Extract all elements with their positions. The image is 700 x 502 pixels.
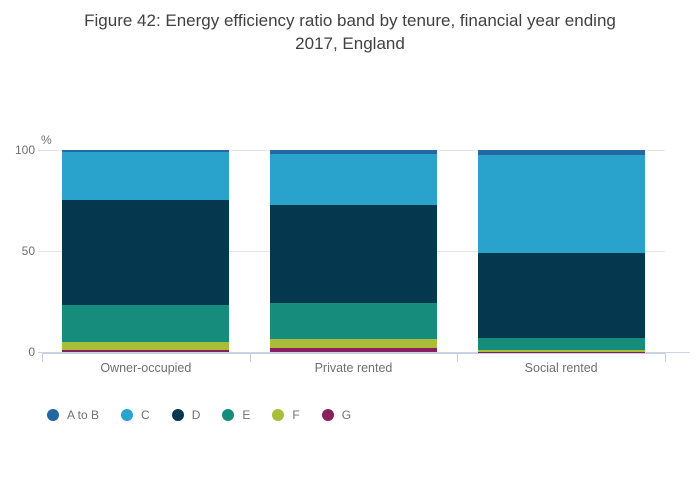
chart-title: Figure 42: Energy efficiency ratio band … — [0, 9, 700, 55]
legend: A to B C D E F G — [47, 408, 351, 422]
bar-segment-private-rented-e[interactable] — [270, 302, 437, 339]
x-axis-tick-0 — [42, 353, 43, 362]
legend-item-d[interactable]: D — [171, 408, 201, 422]
y-tick-label-100: 100 — [14, 143, 35, 157]
bar-segment-private-rented-d[interactable] — [270, 205, 437, 303]
y-axis-unit-label: % — [41, 133, 52, 147]
y-tick-label-0: 0 — [28, 345, 35, 359]
legend-swatch-f-icon — [272, 409, 285, 421]
bar-segment-social-rented-e[interactable] — [477, 338, 645, 351]
legend-swatch-e-icon — [222, 409, 235, 421]
bar-segment-private-rented-g[interactable] — [270, 347, 437, 352]
legend-label-e: E — [242, 408, 251, 422]
bar-segment-social-rented-a-to-b[interactable] — [477, 150, 645, 156]
bar-segment-private-rented-c[interactable] — [270, 154, 437, 206]
bar-segment-owner-occupied-g[interactable] — [62, 349, 230, 352]
bar-owner-occupied[interactable] — [62, 150, 230, 352]
bar-segment-private-rented-f[interactable] — [270, 338, 437, 348]
x-axis-tick-2 — [457, 353, 459, 362]
category-label-private-rented: Private rented — [314, 361, 393, 375]
legend-swatch-g-icon — [321, 409, 334, 421]
legend-item-g[interactable]: G — [321, 408, 352, 422]
category-label-social-rented: Social rented — [524, 361, 598, 375]
legend-swatch-d-icon — [171, 409, 184, 421]
legend-label-a-to-b: A to B — [67, 408, 100, 422]
bar-segment-owner-occupied-c[interactable] — [62, 152, 230, 201]
legend-label-c: C — [141, 408, 150, 422]
legend-item-a-to-b[interactable]: A to B — [47, 408, 99, 422]
bar-segment-social-rented-d[interactable] — [477, 253, 645, 339]
bar-private-rented[interactable] — [270, 150, 437, 352]
legend-item-e[interactable]: E — [222, 408, 250, 422]
bar-segment-owner-occupied-f[interactable] — [62, 341, 230, 350]
legend-item-f[interactable]: F — [272, 408, 300, 422]
bar-segment-owner-occupied-d[interactable] — [62, 200, 230, 306]
legend-label-g: G — [341, 408, 352, 422]
x-axis-line — [42, 353, 666, 354]
bar-segment-social-rented-f[interactable] — [477, 350, 645, 352]
bar-segment-social-rented-c[interactable] — [477, 155, 645, 254]
chart-title-line-1: Figure 42: Energy efficiency ratio band … — [84, 11, 616, 30]
x-axis-tick-3 — [665, 353, 666, 362]
bar-segment-owner-occupied-a-to-b[interactable] — [62, 150, 230, 153]
gridline-0 — [38, 352, 690, 353]
legend-item-c[interactable]: C — [121, 408, 150, 422]
chart-title-line-2: 2017, England — [295, 34, 405, 53]
legend-swatch-c-icon — [121, 409, 134, 421]
y-tick-label-50: 50 — [21, 244, 35, 258]
bar-segment-owner-occupied-e[interactable] — [62, 305, 230, 342]
legend-label-f: F — [292, 408, 300, 422]
category-label-owner-occupied: Owner-occupied — [100, 361, 192, 375]
x-axis-tick-1 — [249, 353, 251, 362]
bar-segment-private-rented-a-to-b[interactable] — [270, 150, 437, 155]
bar-social-rented[interactable] — [477, 150, 645, 352]
legend-label-d: D — [191, 408, 201, 422]
legend-swatch-a-to-b-icon — [47, 409, 59, 421]
